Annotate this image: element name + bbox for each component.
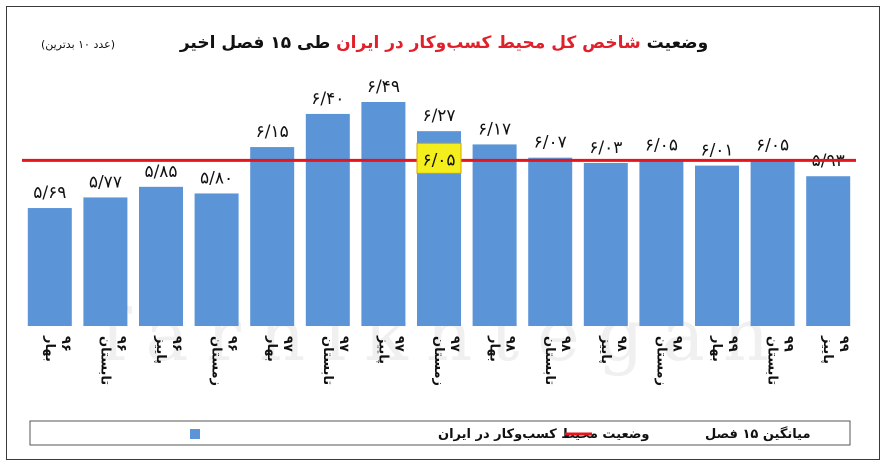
bar [83,197,128,326]
data-label: ۵/۷۷ [89,172,122,192]
x-tick-year: ۹۶ [225,336,240,352]
bar [194,193,239,326]
chart-title: وضعیت شاخص کل محیط کسب‌وکار در ایران طی … [179,33,708,53]
x-tick-season: پاییز [153,335,168,364]
x-tick-season: تابستان [765,336,780,385]
x-tick-year: ۹۹ [836,336,851,352]
x-tick-season: پاییز [820,335,835,364]
x-tick-year: ۹۸ [669,336,684,352]
x-tick-season: تابستان [97,336,112,385]
x-tick-season: بهار [264,335,279,362]
bar [472,144,517,326]
chart-subtitle: (عدد ۱۰ بدترین) [41,38,115,51]
chart-title-part: شاخص کل محیط کسب‌وکار در ایران [336,33,641,53]
data-label: ۶/۲۷ [422,106,455,126]
x-tick-year: ۹۸ [614,336,629,352]
data-label: ۶/۰۵ [756,135,789,155]
x-tick-label: تابستان ۹۷ [320,336,351,385]
x-tick-season: بهار [42,335,57,362]
x-tick-year: ۹۹ [725,336,740,352]
x-tick-label: تابستان ۹۶ [97,336,128,385]
legend-label-line: میانگین ۱۵ فصل [705,426,811,442]
bar [583,162,628,326]
x-tick-season: زمستان [431,336,446,386]
x-tick-label: زمستان ۹۷ [431,336,462,386]
x-tick-season: تابستان [542,336,557,385]
data-label: ۶/۰۷ [534,133,567,153]
bar [139,186,183,326]
data-label: ۶/۰۳ [589,138,622,158]
data-label: ۵/۶۹ [33,183,66,203]
x-tick-label: پاییز ۹۸ [598,335,629,364]
legend-box [29,420,851,446]
x-tick-year: ۹۹ [781,336,796,352]
chart-title-part: وضعیت [641,33,708,53]
x-tick-label: پاییز ۹۷ [375,335,406,364]
data-label: ۵/۸۰ [200,168,233,188]
bar [639,160,684,326]
x-tick-year: ۹۷ [336,336,351,352]
legend-swatch-bar [190,429,200,439]
x-tick-label: تابستان ۹۸ [542,336,573,385]
bar [27,208,72,326]
chart-title-part: طی ۱۵ فصل اخیر [179,33,336,53]
average-label: ۶/۰۵ [422,150,455,170]
data-label: ۶/۱۷ [478,119,511,139]
bar [528,157,573,326]
x-tick-year: ۹۸ [503,336,518,352]
x-tick-label: زمستان ۹۶ [209,336,240,386]
average-label-box [416,142,462,174]
x-tick-season: بهار [709,335,724,362]
data-label: ۶/۴۹ [367,77,400,97]
x-tick-year: ۹۶ [113,336,128,352]
x-tick-year: ۹۷ [391,336,406,352]
data-label: ۶/۰۵ [645,135,678,155]
x-tick-label: پاییز ۹۹ [820,335,851,364]
x-tick-year: ۹۷ [280,336,295,352]
legend-label-bar: وضعیت محیط کسب‌وکار در ایران [438,427,650,442]
x-tick-year: ۹۷ [447,336,462,352]
x-tick-label: بهار ۹۹ [709,335,740,362]
x-tick-season: تابستان [320,336,335,385]
x-tick-season: پاییز [375,335,390,364]
data-label: ۶/۴۰ [311,89,344,109]
x-tick-season: بهار [487,335,502,362]
bar [750,160,795,326]
x-tick-year: ۹۶ [58,336,73,352]
bar [695,165,739,326]
x-tick-label: بهار ۹۷ [264,335,295,362]
x-tick-label: زمستان ۹۸ [653,336,684,386]
x-tick-label: بهار ۹۸ [487,335,518,362]
x-tick-label: تابستان ۹۹ [765,336,796,385]
x-tick-year: ۹۶ [169,336,184,352]
x-tick-season: زمستان [653,336,668,386]
x-tick-year: ۹۸ [558,336,573,352]
data-label: ۶/۱۵ [256,122,289,142]
bar [305,113,350,327]
x-tick-season: پاییز [598,335,613,364]
bar [806,176,851,326]
bar [250,147,295,326]
bar [361,102,406,326]
data-label: ۶/۰۱ [700,141,733,161]
x-tick-label: بهار ۹۶ [42,335,73,362]
data-label: ۵/۸۵ [144,162,177,182]
x-tick-season: زمستان [209,336,224,386]
x-tick-label: پاییز ۹۶ [153,335,184,364]
